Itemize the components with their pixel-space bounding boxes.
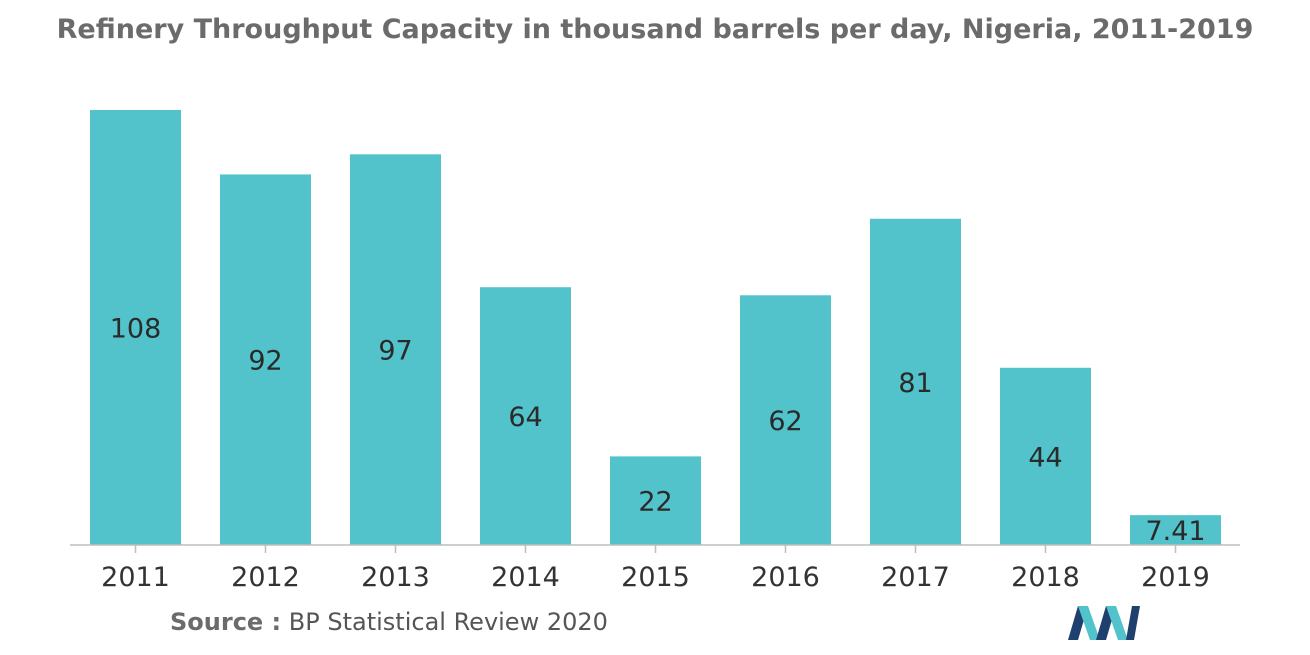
- bar-2014: [480, 287, 571, 545]
- x-tick-label-2013: 2013: [361, 562, 430, 593]
- data-label-2019: 7.41: [1145, 516, 1205, 547]
- data-label-2011: 108: [110, 314, 162, 345]
- bar-2013: [350, 154, 441, 546]
- data-label-2015: 22: [638, 487, 672, 518]
- bar-2019: [1130, 515, 1221, 545]
- data-label-2014: 64: [508, 402, 542, 433]
- x-tick-label-2017: 2017: [881, 562, 950, 593]
- data-label-2012: 92: [248, 346, 282, 377]
- x-tick-label-2019: 2019: [1141, 562, 1210, 593]
- source-text: BP Statistical Review 2020: [288, 608, 608, 636]
- bar-2017: [870, 218, 961, 545]
- x-tick-label-2015: 2015: [621, 562, 690, 593]
- data-label-2017: 81: [898, 368, 932, 399]
- x-ticks-layer: 2011 2012 2013 2014 2015 2016 2017 2018 2019: [101, 545, 1210, 593]
- bar-2015: [610, 456, 701, 545]
- bar-2012: [220, 174, 311, 545]
- source-label: Source :: [170, 608, 282, 636]
- chart-title: Refinery Throughput Capacity in thousand…: [56, 14, 1254, 45]
- x-tick-label-2018: 2018: [1011, 562, 1080, 593]
- bar-2016: [740, 295, 831, 545]
- x-tick-label-2014: 2014: [491, 562, 560, 593]
- source-note: Source : BP Statistical Review 2020: [170, 608, 608, 636]
- data-label-2018: 44: [1028, 442, 1062, 473]
- x-tick-label-2016: 2016: [751, 562, 820, 593]
- x-tick-label-2012: 2012: [231, 562, 300, 593]
- bar-2018: [1000, 367, 1091, 545]
- bar-2011: [90, 110, 181, 545]
- data-label-2016: 62: [768, 406, 802, 437]
- data-labels-layer: 108 92 97 64 22 62 81 44 7.41: [110, 314, 1206, 548]
- bars-layer: [90, 110, 1221, 546]
- x-tick-label-2011: 2011: [101, 562, 170, 593]
- mordor-intelligence-logo-icon: [1068, 606, 1140, 640]
- data-label-2013: 97: [378, 336, 412, 367]
